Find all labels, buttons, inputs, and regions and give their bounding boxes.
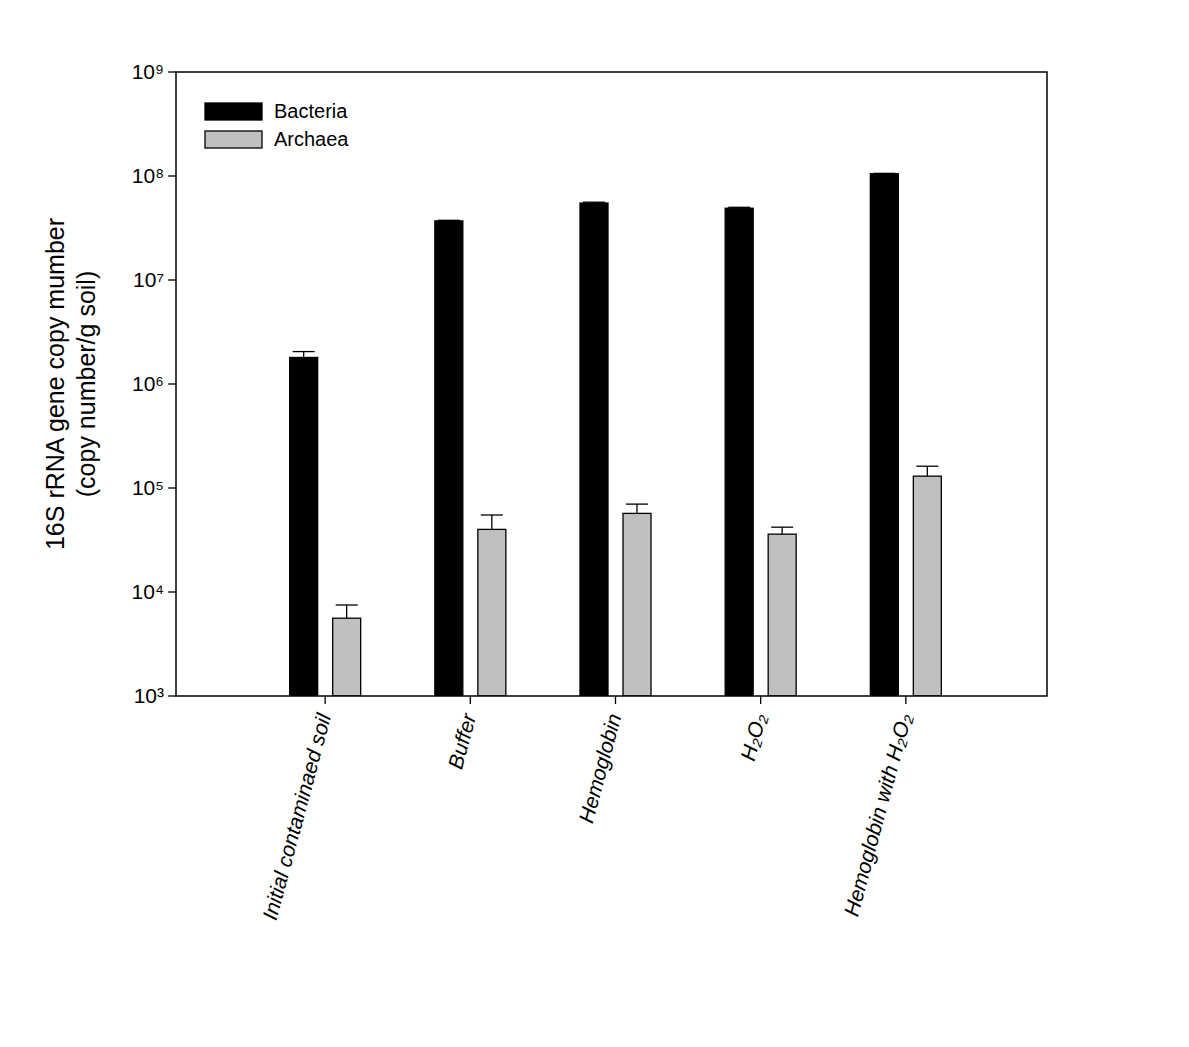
y-tick	[168, 279, 176, 280]
y-tick-label: 10⁵	[132, 476, 164, 499]
bar	[913, 476, 941, 696]
legend-label: Bacteria	[274, 100, 348, 122]
x-tick	[615, 696, 616, 704]
error-cap	[916, 466, 938, 467]
bar	[870, 174, 898, 696]
y-tick-label: 10⁸	[132, 164, 164, 187]
error-bar	[293, 352, 315, 358]
y-tick	[168, 383, 176, 384]
error-line	[346, 605, 347, 618]
data-marks	[290, 173, 942, 696]
error-line	[491, 515, 492, 529]
error-bar	[873, 173, 895, 174]
x-tick-label: H₂O₂	[736, 711, 771, 763]
error-line	[927, 466, 928, 476]
error-bar	[626, 504, 648, 513]
legend: Bacteria Archaea	[205, 100, 349, 150]
error-bar	[481, 515, 503, 529]
error-cap	[626, 503, 648, 504]
y-tick-label: 10⁶	[132, 372, 164, 395]
y-axis-label: 16S rRNA gene copy mumber	[41, 218, 69, 550]
chart-svg: 10³ 10⁴ 10⁵ 10⁶ 10⁷ 10⁸ 10⁹ Initial contaminaed…	[0, 0, 1189, 1047]
legend-swatch	[205, 131, 262, 148]
error-cap	[293, 351, 315, 352]
error-bar	[771, 527, 793, 534]
error-cap	[728, 207, 750, 208]
error-cap	[336, 604, 358, 605]
y-tick-label: 10⁹	[132, 60, 164, 83]
bar	[478, 529, 506, 696]
x-tick	[325, 696, 326, 704]
bar	[725, 208, 753, 696]
legend-swatch	[205, 103, 262, 120]
error-line	[782, 527, 783, 534]
bar	[623, 513, 651, 696]
bar	[768, 534, 796, 696]
y-tick	[168, 695, 176, 696]
y-tick	[168, 487, 176, 488]
error-bar	[438, 220, 460, 222]
x-tick-label: Hemoglobin	[574, 711, 625, 825]
error-cap	[481, 514, 503, 515]
x-tick	[470, 696, 471, 704]
chart-container: 10³ 10⁴ 10⁵ 10⁶ 10⁷ 10⁸ 10⁹ Initial contaminaed…	[0, 0, 1189, 1047]
bar	[290, 357, 318, 696]
plot-frame	[176, 72, 1047, 696]
x-tick	[905, 696, 906, 704]
error-bar	[916, 466, 938, 476]
error-bar	[583, 202, 605, 204]
error-bar	[336, 605, 358, 618]
bar	[435, 221, 463, 696]
legend-label: Archaea	[274, 128, 349, 150]
y-tick	[168, 591, 176, 592]
bar	[580, 203, 608, 696]
bar	[333, 618, 361, 696]
x-tick	[760, 696, 761, 704]
error-line	[303, 352, 304, 358]
y-tick	[168, 175, 176, 176]
error-cap	[583, 202, 605, 203]
y-tick-label: 10³	[134, 684, 164, 707]
error-cap	[438, 220, 460, 221]
y-tick-label: 10⁷	[133, 268, 164, 291]
x-tick-label: Hemoglobin with H₂O₂	[839, 711, 915, 918]
error-line	[636, 504, 637, 513]
y-tick	[168, 71, 176, 72]
error-cap	[873, 173, 895, 174]
y-axis-label: (copy number/g soil)	[72, 271, 100, 497]
y-tick-label: 10⁴	[132, 580, 164, 603]
x-tick-label: Buffer	[443, 710, 480, 771]
error-bar	[728, 207, 750, 209]
error-cap	[771, 527, 793, 528]
x-tick-label: Initial contaminaed soil	[258, 710, 336, 922]
